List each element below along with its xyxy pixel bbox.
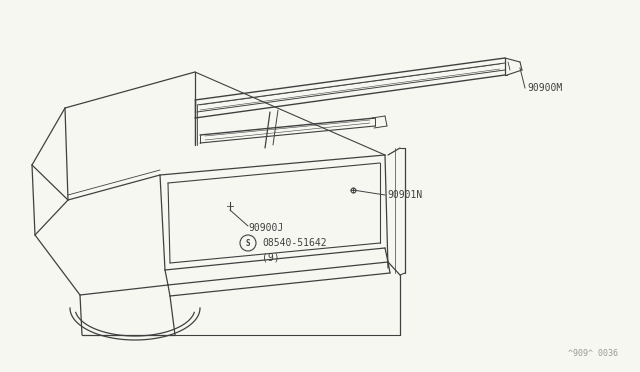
Text: (9): (9) bbox=[262, 253, 280, 263]
Text: ^909^ 0036: ^909^ 0036 bbox=[568, 349, 618, 358]
Text: 90900J: 90900J bbox=[248, 223, 284, 233]
Text: 08540-51642: 08540-51642 bbox=[262, 238, 326, 248]
Text: 90900M: 90900M bbox=[527, 83, 563, 93]
Text: S: S bbox=[246, 238, 250, 247]
Text: 90901N: 90901N bbox=[387, 190, 422, 200]
